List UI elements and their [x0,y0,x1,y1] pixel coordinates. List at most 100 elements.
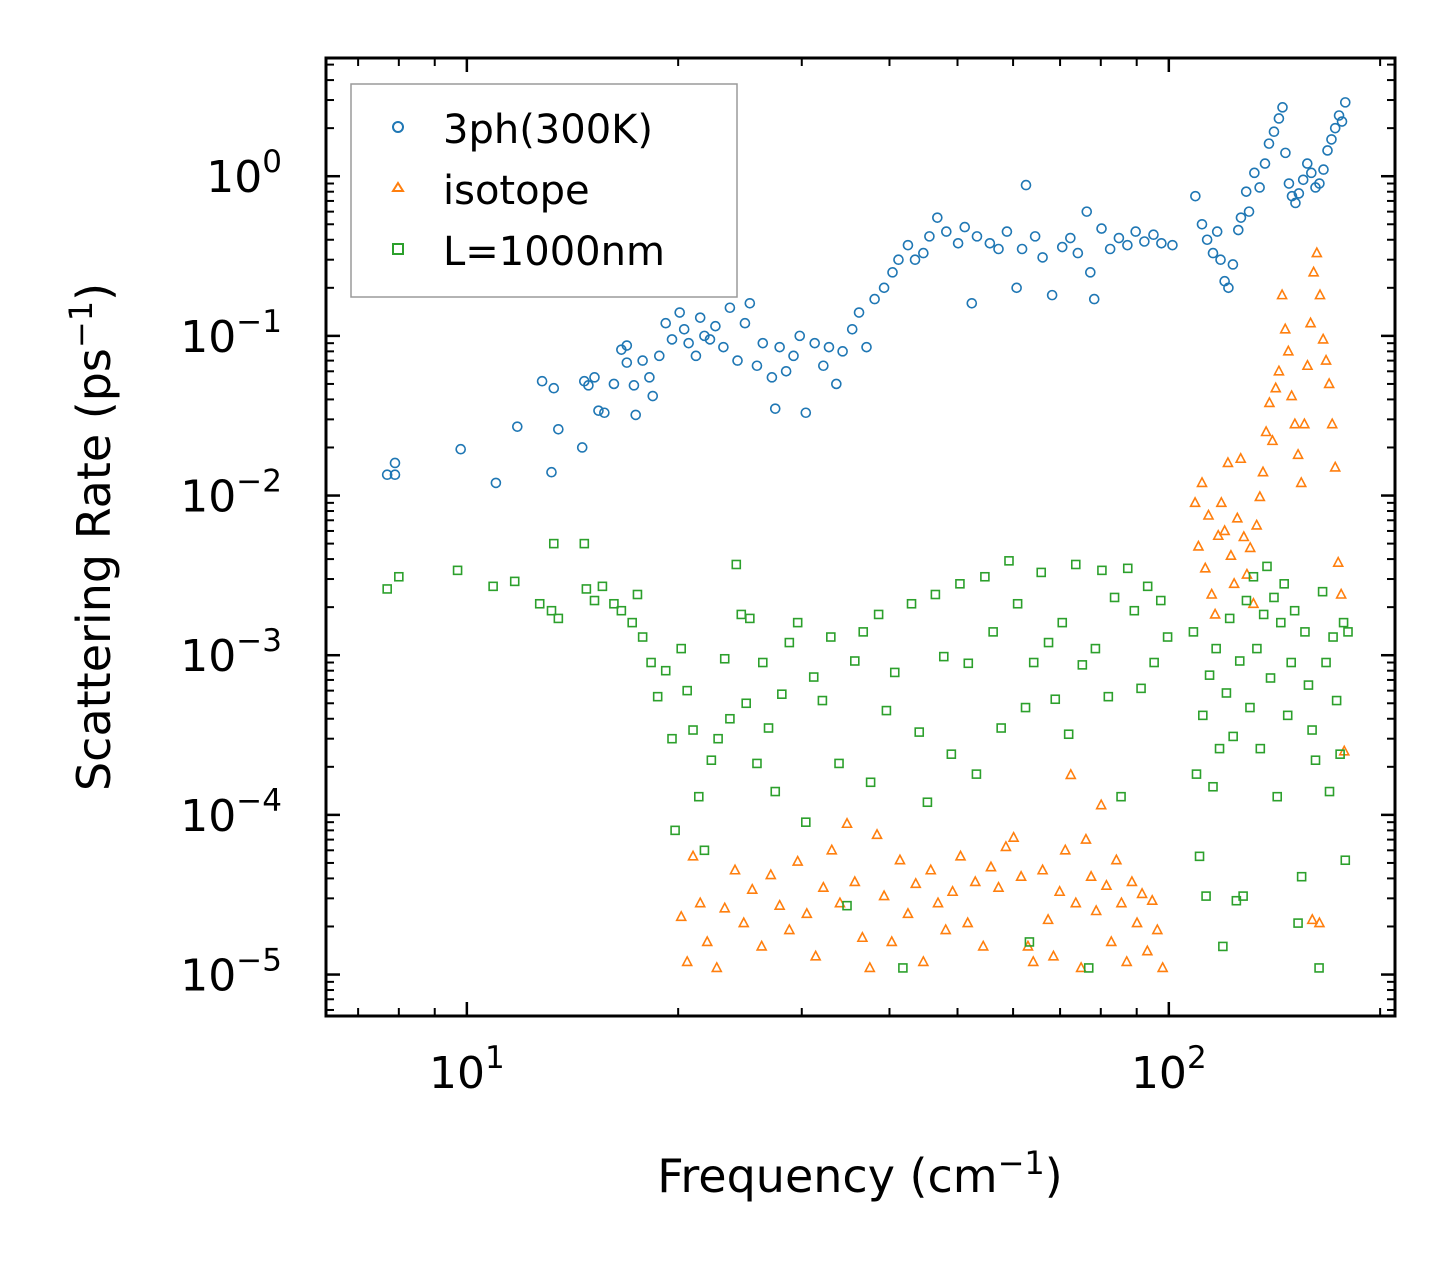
data-point [757,337,769,349]
data-point [627,617,637,628]
data-point [780,365,792,377]
data-point [1209,607,1221,619]
data-point [763,723,774,733]
data-point [670,825,680,836]
data-point [1276,617,1286,628]
data-point [938,651,949,662]
data-point [842,900,852,911]
data-point [1075,961,1087,973]
data-point [996,723,1006,733]
data-point [646,657,656,668]
data-point [1234,656,1245,666]
data-point [1215,496,1228,508]
data-point [1198,710,1208,721]
data-point [1146,894,1159,906]
data-point [737,916,750,928]
legend-label-3ph: 3ph(300K) [443,107,653,153]
data-point [1317,332,1329,344]
data-point [1233,224,1244,236]
data-point [1020,179,1032,191]
data-point [1148,229,1159,241]
data-point [977,939,990,951]
data-point [1296,871,1307,882]
data-point [1156,961,1169,973]
data-point [873,609,884,620]
data-point [773,898,786,910]
data-point [731,559,742,570]
data-point [1053,885,1066,897]
data-point [1115,896,1128,908]
data-point [1314,963,1324,973]
data-point [1083,963,1094,973]
data-point [1057,617,1068,628]
data-point [694,312,706,323]
data-point [1263,138,1275,149]
data-point [917,955,930,967]
data-point [745,613,755,624]
y-axis-label-sup: −1 [62,301,100,348]
data-point [1223,282,1234,294]
data-point [732,355,743,366]
data-point [1027,955,1040,967]
data-point [1211,226,1223,237]
data-point [1258,609,1269,620]
data-point [1136,683,1146,694]
data-point [1300,627,1310,637]
data-point [1151,923,1164,935]
data-point [1080,832,1092,844]
data-point [699,330,710,342]
data-point [751,360,763,372]
data-point [1273,364,1285,376]
data-point [1042,913,1054,925]
data-point [1228,731,1238,742]
data-point [667,733,677,744]
data-point [660,665,671,676]
data-point [1279,322,1292,334]
data-point [674,307,685,318]
data-point [826,632,836,642]
data-point [1156,238,1167,249]
data-point [1100,879,1113,891]
data-point [918,247,929,259]
data-point [455,443,466,455]
data-point [846,323,858,335]
data-point [534,598,545,609]
data-point [1245,702,1255,713]
data-point [682,685,692,696]
data-point [837,346,848,357]
data-point [713,733,723,744]
x-tick-label-base: 10 [1131,1048,1187,1099]
data-point [770,786,781,797]
data-point [1012,598,1023,609]
x-axis-label-sup: −1 [998,1144,1045,1182]
data-point [1241,595,1252,606]
data-point [548,538,559,549]
data-point [1329,122,1341,134]
data-point [1310,755,1321,766]
data-point [1301,359,1314,371]
data-point [1297,174,1309,186]
data-point [1235,212,1247,223]
x-axis-label: Frequency (cm−1) [657,1144,1062,1203]
data-point [831,378,842,390]
data-point [1000,840,1012,852]
x-axis-label-end: ) [1045,1149,1063,1203]
data-point [1036,863,1049,875]
data-point [817,880,830,892]
data-point [924,231,935,242]
x-tick-label-exp: 2 [1187,1040,1207,1076]
data-point [961,916,974,928]
data-point [599,407,610,419]
data-point [1194,851,1205,862]
data-point [382,584,392,594]
data-point [675,910,688,922]
data-point [654,350,665,362]
data-point [1129,605,1140,616]
data-point [755,939,768,951]
series-0 [381,97,1351,489]
data-point [909,254,921,265]
y-tick-label: 10−1 [180,304,282,363]
data-point [576,442,588,453]
y-tick-label-base: 10 [180,472,236,523]
